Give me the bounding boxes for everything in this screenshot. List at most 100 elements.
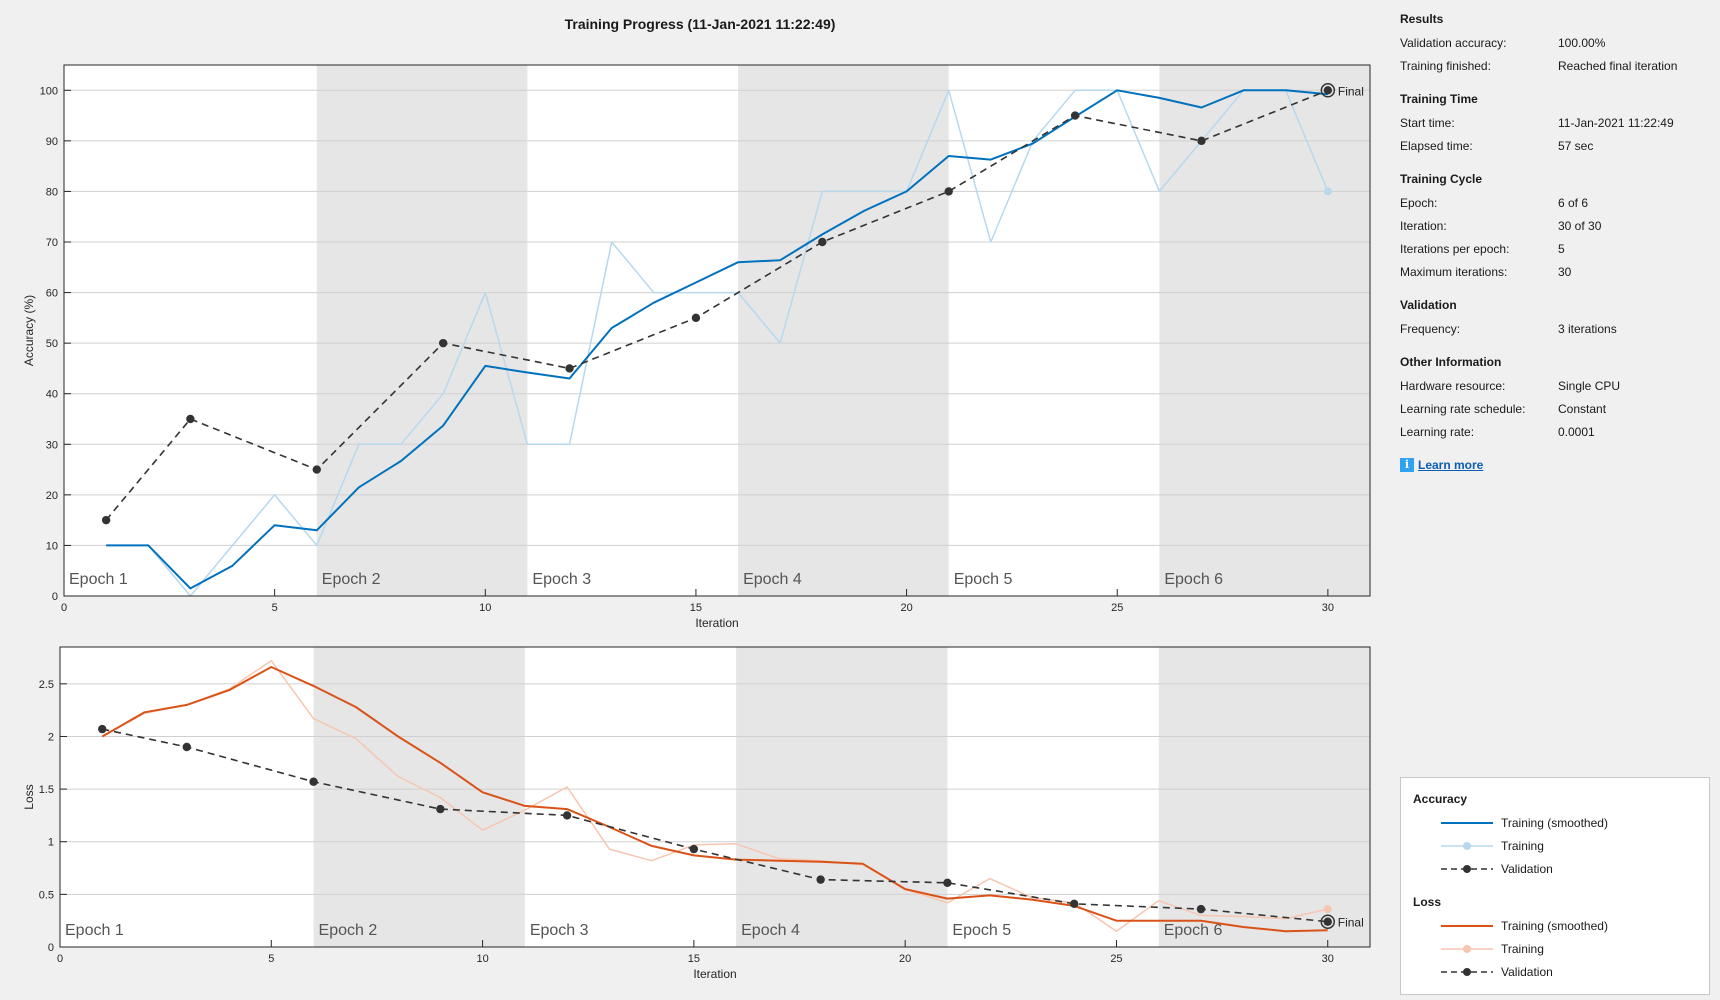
x-tick-label: 25 <box>1111 602 1123 614</box>
legend-label: Training <box>1501 942 1544 956</box>
legend-label: Training (smoothed) <box>1501 816 1608 830</box>
final-marker <box>1320 83 1336 98</box>
legend-entry: Training <box>1413 940 1544 958</box>
info-row: Frequency: 3 iterations <box>1400 318 1720 341</box>
validation-point <box>1323 917 1332 926</box>
x-tick-label: 10 <box>479 602 491 614</box>
epoch-band <box>316 65 528 596</box>
validation-point <box>1197 136 1206 146</box>
info-value: 11-Jan-2021 11:22:49 <box>1558 116 1674 130</box>
learn-more-link[interactable]: Learn more <box>1418 458 1484 472</box>
axes-box <box>63 64 1371 597</box>
info-key: Iteration: <box>1400 219 1447 233</box>
info-row: Epoch: 6 of 6 <box>1400 192 1720 215</box>
epoch-label: Epoch 5 <box>954 571 1013 588</box>
info-row: Learning rate: 0.0001 <box>1400 421 1720 444</box>
epoch-label: Epoch 2 <box>319 922 378 939</box>
validation-point <box>1323 86 1333 95</box>
info-value: 30 of 30 <box>1558 219 1602 233</box>
validation-point <box>186 414 195 424</box>
validation-point <box>1196 904 1206 914</box>
y-tick-label: 1.5 <box>39 784 54 796</box>
legend-label: Validation <box>1501 965 1553 979</box>
validation-point <box>691 313 701 323</box>
epoch-label: Epoch 5 <box>952 922 1011 939</box>
info-value: Reached final iteration <box>1558 59 1678 73</box>
epoch-band <box>738 65 949 596</box>
validation-point <box>309 777 318 786</box>
final-training-point <box>1323 187 1332 196</box>
x-tick-label: 30 <box>1322 953 1334 965</box>
final-label: Final <box>1338 84 1364 98</box>
info-value: 30 <box>1558 265 1572 279</box>
info-icon: i <box>1400 458 1414 472</box>
series-line <box>101 666 1328 933</box>
validation-point <box>944 187 953 196</box>
validation-point <box>98 724 107 734</box>
plot-area <box>64 65 1370 596</box>
x-tick-label: 30 <box>1322 602 1334 614</box>
info-section-heading: Training Time <box>1400 92 1478 106</box>
legend-swatch <box>1441 925 1493 927</box>
epoch-label: Epoch 3 <box>530 922 589 939</box>
y-tick-label: 100 <box>40 85 58 97</box>
epoch-label: Epoch 4 <box>743 571 802 588</box>
info-row: Maximum iterations: 30 <box>1400 261 1720 284</box>
y-tick-label: 1 <box>48 837 54 849</box>
x-tick-label: 5 <box>268 953 274 965</box>
validation-point <box>182 742 191 752</box>
legend-entry: Training (smoothed) <box>1413 814 1608 832</box>
validation-point <box>689 844 699 854</box>
info-key: Hardware resource: <box>1400 379 1506 393</box>
validation-point <box>943 878 952 887</box>
info-row: Validation accuracy: 100.00% <box>1400 32 1720 55</box>
epoch-band <box>313 647 525 947</box>
epoch-label: Epoch 4 <box>741 922 800 939</box>
y-tick-label: 10 <box>46 540 58 552</box>
page-title: Training Progress (11-Jan-2021 11:22:49) <box>564 16 836 32</box>
info-value: 57 sec <box>1558 139 1594 153</box>
info-key: Maximum iterations: <box>1400 265 1508 279</box>
x-tick-label: 20 <box>899 953 911 965</box>
info-key: Frequency: <box>1400 322 1461 336</box>
info-row: Elapsed time: 57 sec <box>1400 135 1720 158</box>
legend-swatch <box>1441 842 1493 850</box>
info-panel: Results Validation accuracy: 100.00% Traini… <box>1400 12 1720 472</box>
legend-swatch <box>1441 968 1493 976</box>
legend-entry: Training <box>1413 837 1544 855</box>
legend-swatch <box>1441 865 1493 873</box>
epoch-label: Epoch 2 <box>322 571 381 588</box>
y-tick-label: 50 <box>46 338 58 350</box>
learn-more[interactable]: i Learn more <box>1400 458 1720 472</box>
info-value: 100.00% <box>1558 36 1606 50</box>
x-tick-label: 10 <box>476 953 488 965</box>
info-key: Learning rate schedule: <box>1400 402 1526 416</box>
y-axis-label: Loss <box>22 784 36 809</box>
info-key: Epoch: <box>1400 196 1438 210</box>
validation-point <box>816 875 825 884</box>
plot-area <box>60 647 1370 947</box>
y-tick-label: 20 <box>46 490 58 502</box>
legend-entry: Validation <box>1413 860 1553 878</box>
info-value: 5 <box>1558 242 1565 256</box>
epoch-label: Epoch 3 <box>532 571 591 588</box>
info-key: Iterations per epoch: <box>1400 242 1510 256</box>
validation-point <box>438 338 448 348</box>
info-value: 6 of 6 <box>1558 196 1589 210</box>
y-tick-label: 2 <box>48 731 54 743</box>
info-key: Training finished: <box>1400 59 1491 73</box>
legend-entry: Validation <box>1413 963 1553 981</box>
legend-panel: Accuracy Training (smoothed) Training Valid… <box>1400 777 1710 995</box>
series-line <box>106 89 1329 597</box>
info-section-heading: Training Cycle <box>1400 172 1483 186</box>
validation-point <box>436 804 445 814</box>
x-tick-label: 25 <box>1110 953 1122 965</box>
info-row: Learning rate schedule: Constant <box>1400 398 1720 421</box>
legend-group-heading: Accuracy <box>1413 792 1468 806</box>
info-row: Hardware resource: Single CPU <box>1400 375 1720 398</box>
y-tick-label: 60 <box>46 288 58 300</box>
loss-chart: Epoch 1 Epoch 2 Epoch 3 Epoch 4 Epoch 5 Epoch… <box>22 646 1371 981</box>
final-marker <box>1320 914 1335 929</box>
info-section-heading: Results <box>1400 12 1444 26</box>
x-tick-label: 5 <box>272 602 278 614</box>
